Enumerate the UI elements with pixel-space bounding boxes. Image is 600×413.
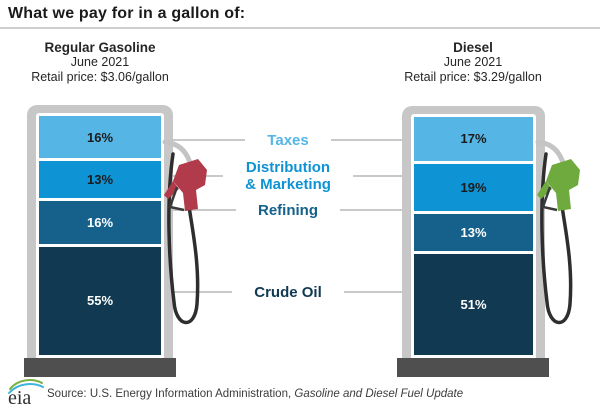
gasoline-pump-segments: 16% 13% 16% 55% [36,113,164,358]
category-label-refining: Refining [258,201,318,219]
connector-line [173,291,233,293]
source-prefix: Source: U.S. Energy Information Administ… [47,388,295,400]
connector-line [343,291,404,293]
segment-value: 17% [460,131,487,147]
gasoline-pump-base [24,358,176,377]
category-row-taxes: Taxes [173,131,404,149]
eia-logo: eia [8,379,44,408]
segment-value: 16% [86,129,114,145]
diesel-pump: 17% 19% 13% 51% [402,106,545,358]
segment-value: 13% [86,172,114,188]
segment-value: 16% [86,214,114,230]
eia-logo-text: eia [8,387,31,408]
gasoline-segment-crude-oil: 55% [39,246,161,355]
diesel-name: Diesel [453,40,493,55]
connector-line [173,209,236,211]
source-publication: Gasoline and Diesel Fuel Update [294,388,464,400]
gasoline-segment-distribution-marketing: 13% [39,161,161,199]
connector-line [340,209,403,211]
diesel-pump-segments: 17% 19% 13% 51% [411,114,536,358]
nozzle-body [164,159,207,211]
segment-value: 51% [460,296,487,312]
connector-line [173,139,246,141]
gasoline-pump: 16% 13% 16% 55% [27,105,173,358]
gasoline-retail-price: Retail price: $3.06/gallon [31,70,169,84]
eia-logo-green-arc [9,379,43,390]
gasoline-segment-taxes: 16% [39,116,161,159]
gasoline-segment-refining: 16% [39,201,161,244]
category-label-taxes: Taxes [267,131,309,149]
diesel-segment-taxes: 17% [414,117,533,161]
diesel-segment-distribution-marketing: 19% [414,163,533,211]
segment-value: 55% [86,293,114,309]
segment-value: 13% [460,224,487,240]
nozzle-hose-black [167,152,200,325]
category-label-crude-oil: Crude Oil [254,283,322,301]
fuel-nozzle-icon [162,139,207,325]
diesel-segment-crude-oil: 51% [414,253,533,355]
gasoline-date: June 2021 [70,55,130,69]
diesel-segment-refining: 13% [414,213,533,251]
category-label-distribution-marketing: Distribution & Marketing [245,159,331,193]
connector-line [352,175,404,177]
nozzle-hose-black [540,152,573,325]
category-row-distribution-marketing: Distribution & Marketing [173,158,404,194]
gasoline-name: Regular Gasoline [44,40,156,55]
source-attribution: Source: U.S. Energy Information Administ… [47,388,463,400]
diesel-retail-price: Retail price: $3.29/gallon [404,70,542,84]
segment-value: 19% [460,179,487,195]
diesel-pump-base [397,358,549,377]
diesel-date: June 2021 [443,55,503,69]
page-title: What we pay for in a gallon of: [8,5,246,22]
nozzle-trigger-guard [168,186,185,212]
gasoline-header: Regular Gasoline June 2021 Retail price:… [0,40,210,85]
fuel-nozzle-icon [535,139,580,325]
connector-line [330,139,404,141]
eia-logo-blue-arc [8,383,44,394]
diesel-header: Diesel June 2021 Retail price: $3.29/gal… [363,40,583,85]
nozzle-trigger-guard [541,186,558,212]
title-divider [0,27,600,29]
nozzle-body [537,159,580,211]
category-row-refining: Refining [173,201,403,219]
category-row-crude-oil: Crude Oil [173,283,404,301]
category-label-line2: & Marketing [245,176,331,193]
category-label-line1: Distribution [245,159,331,176]
